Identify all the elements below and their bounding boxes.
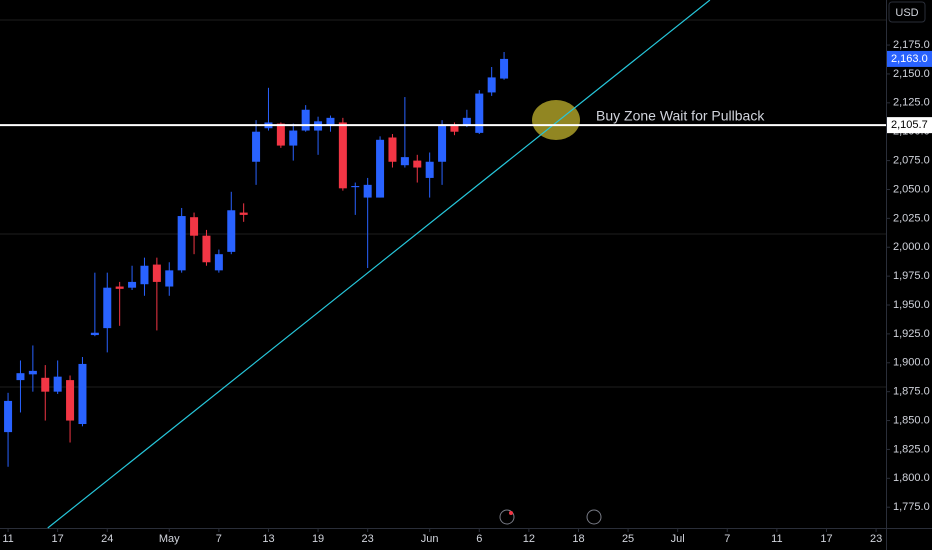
candle-body xyxy=(16,373,25,381)
y-tick-label: 1,850.0 xyxy=(893,414,930,426)
candle-body xyxy=(28,370,37,375)
candle-body xyxy=(103,287,112,329)
x-tick-label: 11 xyxy=(771,533,782,545)
candle-body xyxy=(376,139,385,198)
x-tick-label: 24 xyxy=(101,533,113,545)
y-tick-label: 1,900.0 xyxy=(893,357,930,369)
buy-zone-marker xyxy=(532,100,580,140)
candle-body xyxy=(252,131,261,162)
x-tick-label: 7 xyxy=(216,533,222,545)
event-icon[interactable] xyxy=(499,509,515,525)
hline-label-box xyxy=(887,117,932,134)
candle-body xyxy=(227,210,236,252)
x-tick-label: May xyxy=(159,533,180,545)
candle-body xyxy=(363,184,372,198)
candle-body xyxy=(351,186,360,188)
x-tick-label: 19 xyxy=(312,533,324,545)
x-tick-label: 25 xyxy=(622,533,634,545)
candle-body xyxy=(338,122,347,189)
y-tick-label: 2,125.0 xyxy=(893,97,930,109)
event-icon[interactable] xyxy=(586,509,602,525)
candle-body xyxy=(289,130,298,146)
x-tick-label: Jun xyxy=(421,533,439,545)
hline-label: 2,105.7 xyxy=(891,119,928,131)
y-tick-label: 2,075.0 xyxy=(893,155,930,167)
x-tick-label: 17 xyxy=(52,533,64,545)
x-tick-label: 6 xyxy=(476,533,482,545)
candle-body xyxy=(388,137,397,162)
x-tick-label: 11 xyxy=(2,533,13,545)
candle-body xyxy=(301,109,310,131)
last-price-box xyxy=(887,50,932,67)
candle-body xyxy=(487,77,496,93)
candle-body xyxy=(152,264,161,282)
x-tick-label: 17 xyxy=(820,533,832,545)
candle-body xyxy=(140,265,149,285)
candle-body xyxy=(450,124,459,132)
currency[interactable]: USD xyxy=(895,7,918,19)
y-tick-label: 1,825.0 xyxy=(893,443,930,455)
x-tick-label: Jul xyxy=(671,533,685,545)
candle-body xyxy=(462,117,471,126)
candle-body xyxy=(500,58,509,79)
candle-body xyxy=(41,377,50,392)
y-tick-label: 2,050.0 xyxy=(893,183,930,195)
x-tick-label: 13 xyxy=(262,533,274,545)
x-tick-label: 23 xyxy=(362,533,374,545)
y-tick-label: 1,925.0 xyxy=(893,328,930,340)
y-tick-label: 2,150.0 xyxy=(893,68,930,80)
candle-body xyxy=(4,400,13,433)
y-tick-label: 2,000.0 xyxy=(893,241,930,253)
candle-body xyxy=(214,254,223,271)
annotation: Buy Zone Wait for Pullback xyxy=(596,108,765,124)
candle-body xyxy=(202,235,211,263)
y-tick-label: 1,775.0 xyxy=(893,501,930,513)
x-tick-label: 12 xyxy=(523,533,535,545)
candle-body xyxy=(475,93,484,133)
candle-body xyxy=(177,216,186,271)
candle-body xyxy=(128,281,137,288)
last-price-label: 2,163.0 xyxy=(891,53,928,65)
candle-body xyxy=(115,286,124,289)
currency-button[interactable] xyxy=(888,1,926,23)
candle-body xyxy=(276,123,285,146)
candle-body xyxy=(413,160,422,168)
y-tick-label: 1,975.0 xyxy=(893,270,930,282)
y-tick-label: 2,025.0 xyxy=(893,212,930,224)
x-tick-label: 18 xyxy=(572,533,584,545)
candle-body xyxy=(165,270,174,287)
trendline xyxy=(47,0,711,529)
y-tick-label: 1,875.0 xyxy=(893,386,930,398)
candle-body xyxy=(425,161,434,178)
candle-body xyxy=(326,117,335,126)
candle-body xyxy=(400,157,409,166)
y-tick-label: 1,950.0 xyxy=(893,299,930,311)
x-tick-label: 7 xyxy=(724,533,730,545)
x-tick-label: 23 xyxy=(870,533,882,545)
y-tick-label: 2,175.0 xyxy=(893,39,930,51)
candle-body xyxy=(66,380,75,421)
candle-body xyxy=(78,363,87,425)
candle-body xyxy=(190,217,199,236)
candle-body xyxy=(90,332,99,336)
candle-body xyxy=(438,125,447,162)
candle-body xyxy=(239,212,248,215)
y-tick-label: 1,800.0 xyxy=(893,472,930,484)
candle-body xyxy=(53,376,62,392)
event-dot xyxy=(509,511,513,515)
